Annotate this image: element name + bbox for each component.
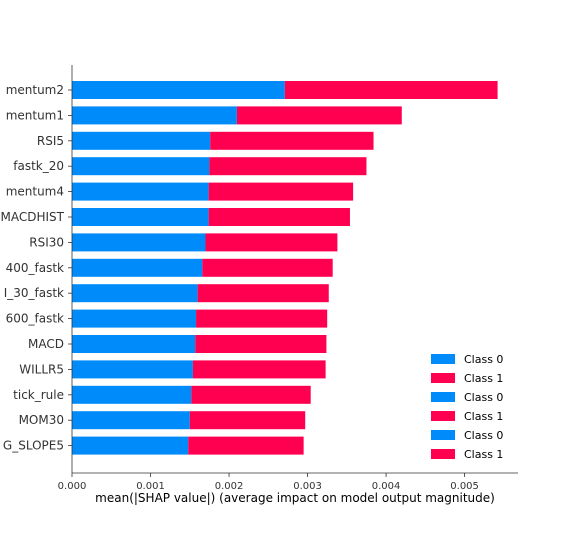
category-label: RSI30 xyxy=(29,235,64,249)
category-label: mentum1 xyxy=(6,108,64,122)
legend: Class 0 Class 1 Class 0 Class 1 Class 0 Class… xyxy=(431,353,503,461)
category-label: MACD xyxy=(28,337,64,351)
bar-class1-10 xyxy=(195,335,326,353)
bar-class1-12 xyxy=(191,386,310,404)
category-label: I_30_fastk xyxy=(4,286,64,300)
category-label: MACDHIST xyxy=(1,210,65,224)
legend-swatch xyxy=(431,354,455,364)
bar-class1-4 xyxy=(209,183,353,201)
x-tick-label: 0.000 xyxy=(58,481,87,492)
category-label: 400_fastk xyxy=(6,261,64,275)
bar-class0-14 xyxy=(72,437,188,455)
category-labels: mentum2 mentum1 RSI5 fastk_20 mentum4 MACDHIS… xyxy=(1,83,72,453)
bar-class0-12 xyxy=(72,386,191,404)
bar-class1-1 xyxy=(237,106,402,124)
bar-class1-2 xyxy=(210,132,373,150)
bar-class0-3 xyxy=(72,157,209,175)
legend-label: Class 1 xyxy=(464,448,503,461)
legend-swatch xyxy=(431,373,455,383)
category-label: 600_fastk xyxy=(6,312,64,326)
bar-class0-5 xyxy=(72,208,209,226)
bar-class1-13 xyxy=(190,411,305,429)
legend-label: Class 0 xyxy=(464,353,503,366)
bar-class0-6 xyxy=(72,233,205,251)
bar-class1-11 xyxy=(193,360,326,378)
legend-label: Class 0 xyxy=(464,429,503,442)
legend-label: Class 1 xyxy=(464,372,503,385)
bar-class1-9 xyxy=(196,310,327,328)
x-ticks-group: 0.000 0.001 0.002 0.003 0.004 0.005 xyxy=(58,473,479,492)
legend-swatch xyxy=(431,449,455,459)
category-label: tick_rule xyxy=(13,388,64,402)
category-label: RSI5 xyxy=(37,134,64,148)
bar-class1-0 xyxy=(285,81,498,99)
bar-class0-0 xyxy=(72,81,285,99)
category-label: MOM30 xyxy=(19,413,64,427)
legend-swatch xyxy=(431,411,455,421)
bar-class1-3 xyxy=(209,157,366,175)
category-label: fastk_20 xyxy=(13,159,64,173)
bar-class0-13 xyxy=(72,411,190,429)
legend-swatch xyxy=(431,392,455,402)
x-axis-title: mean(|SHAP value|) (average impact on mo… xyxy=(95,491,495,505)
bar-class0-2 xyxy=(72,132,210,150)
category-label: mentum4 xyxy=(6,185,64,199)
legend-label: Class 0 xyxy=(464,391,503,404)
bar-class0-9 xyxy=(72,310,196,328)
bar-class1-6 xyxy=(205,233,337,251)
bar-class1-5 xyxy=(209,208,350,226)
bar-class1-14 xyxy=(188,437,303,455)
category-label: G_SLOPE5 xyxy=(3,439,64,453)
legend-label: Class 1 xyxy=(464,410,503,423)
bar-class0-4 xyxy=(72,183,209,201)
category-label: WILLR5 xyxy=(19,362,64,376)
bar-class1-8 xyxy=(198,284,329,302)
bar-class1-7 xyxy=(202,259,332,277)
category-label: mentum2 xyxy=(6,83,64,97)
bar-class0-8 xyxy=(72,284,198,302)
bar-class0-1 xyxy=(72,106,237,124)
bar-class0-10 xyxy=(72,335,195,353)
bar-class0-11 xyxy=(72,360,193,378)
legend-swatch xyxy=(431,430,455,440)
bar-class0-7 xyxy=(72,259,202,277)
